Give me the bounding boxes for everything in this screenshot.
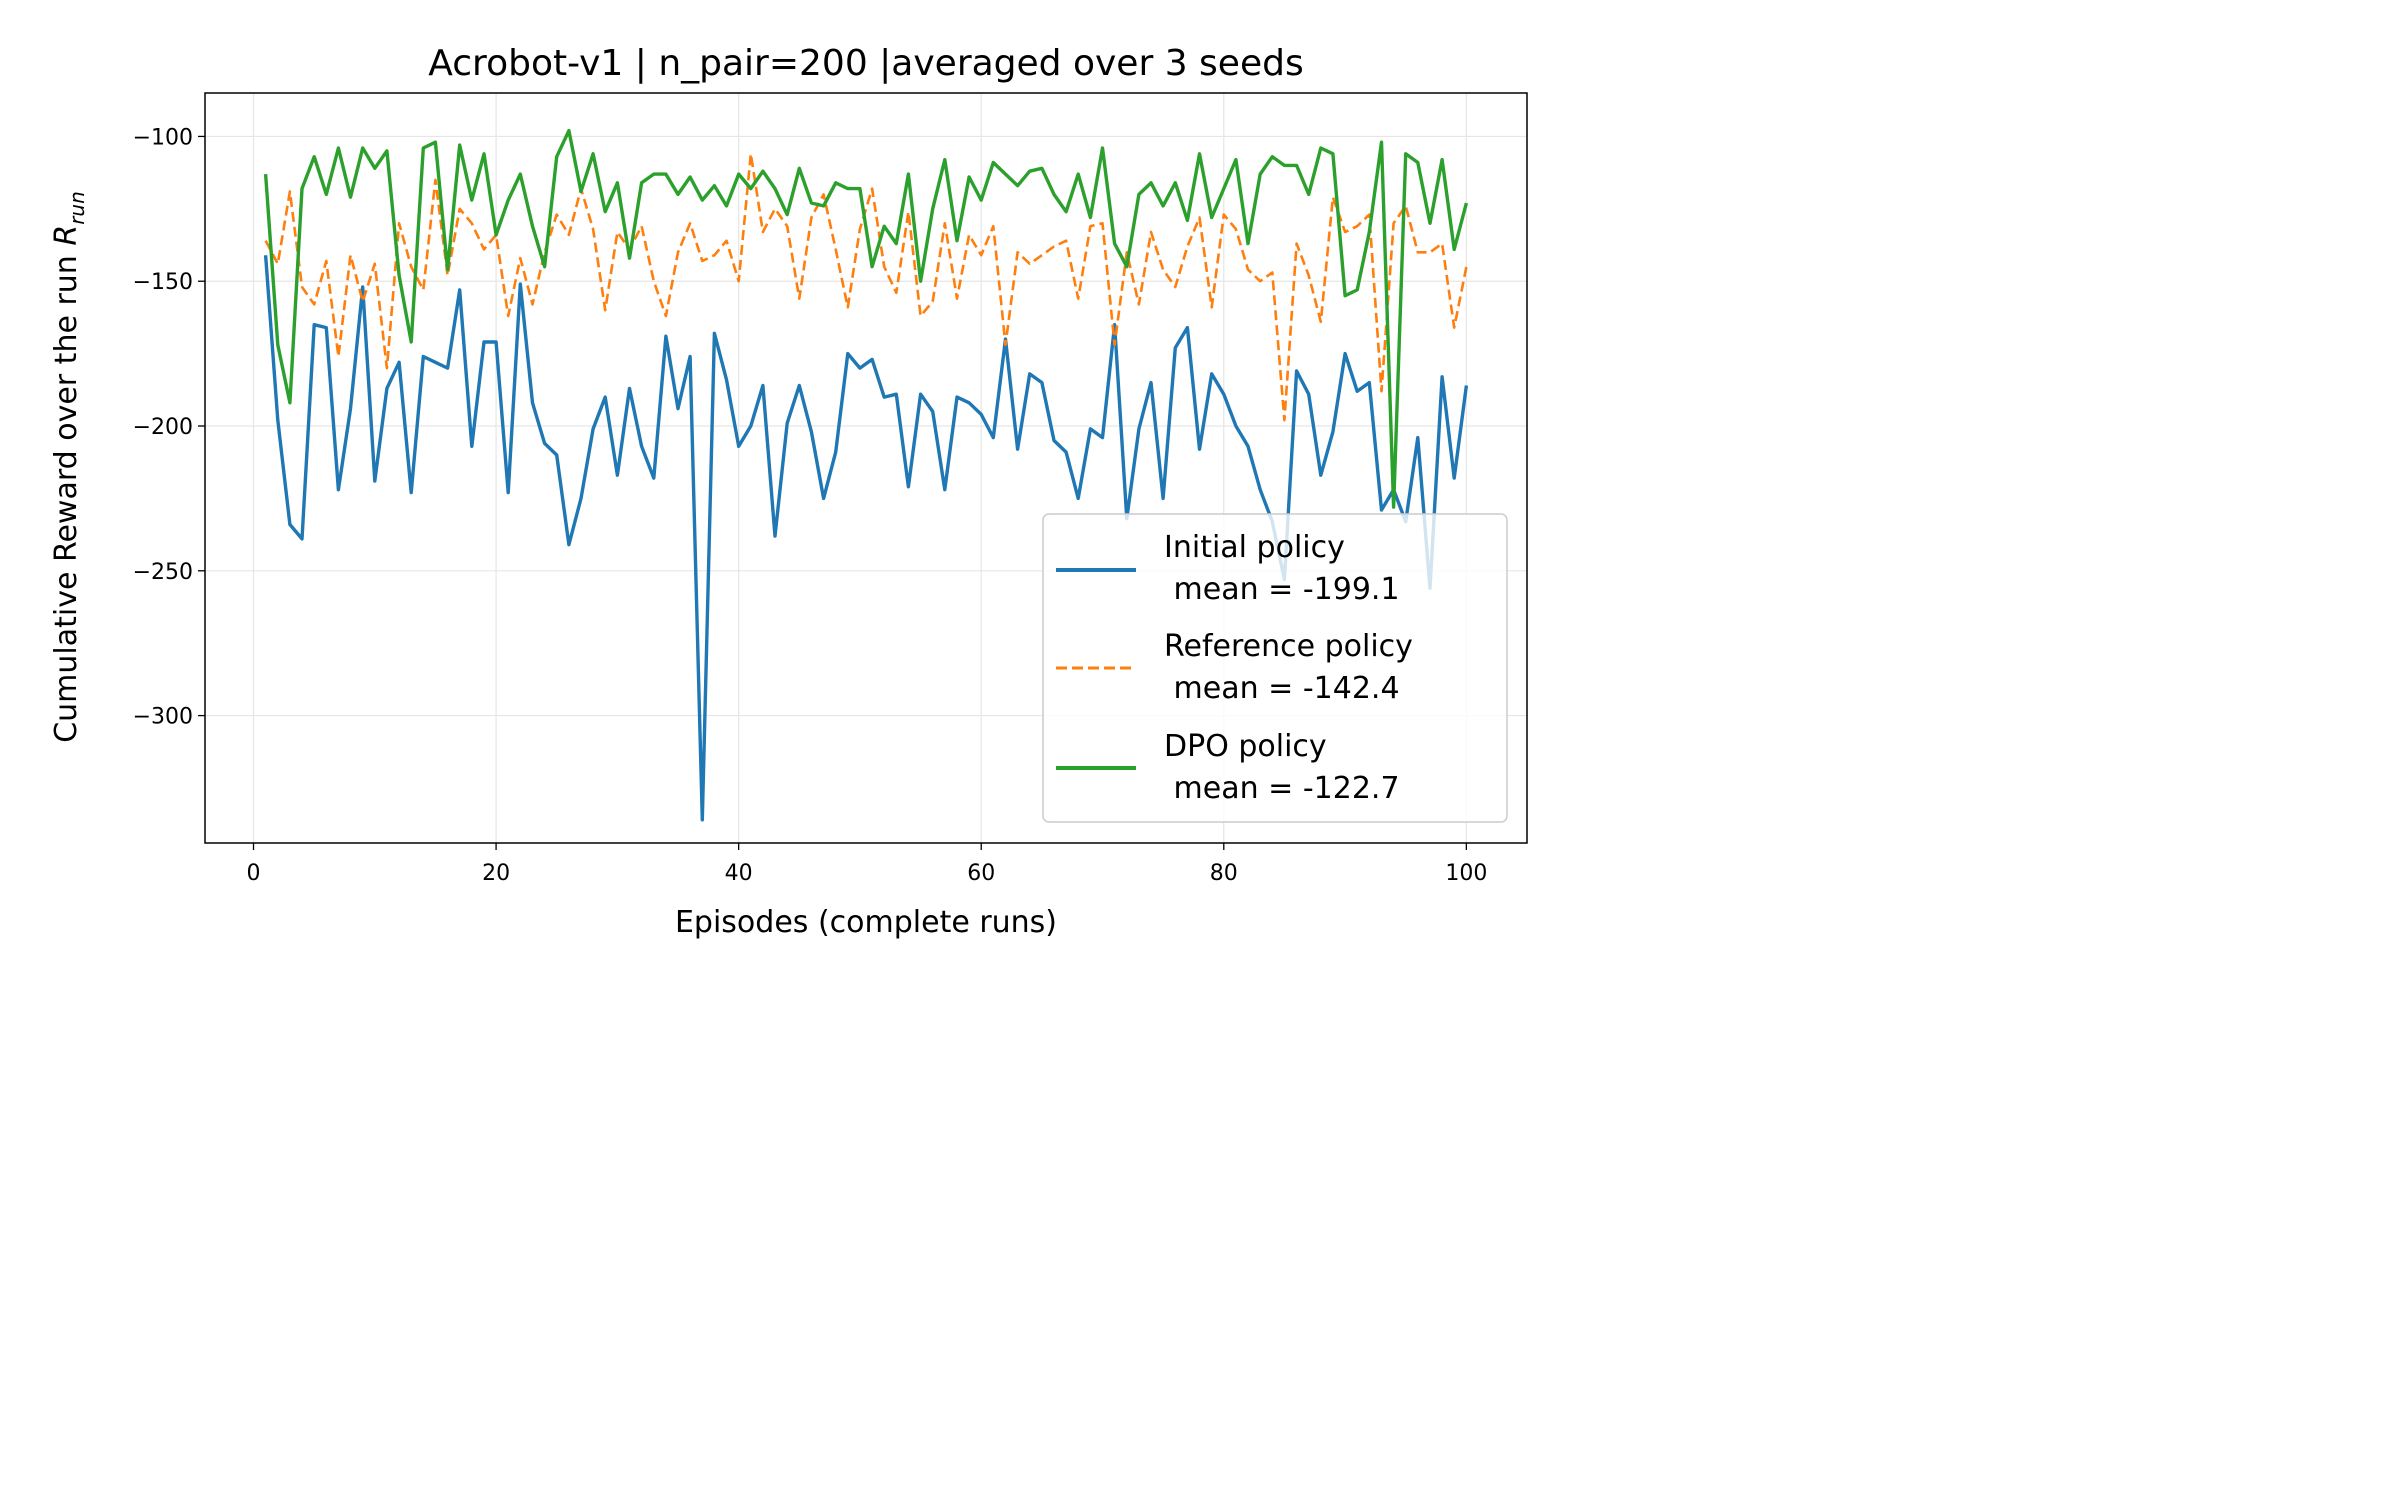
- x-tick-label: 80: [1210, 861, 1238, 886]
- plot-frame: [204, 92, 1528, 844]
- x-tick-label: 0: [247, 861, 261, 886]
- legend-label-reference-policy: Reference policy mean = -142.4: [1164, 629, 1413, 706]
- y-tick-label: −300: [133, 705, 193, 730]
- y-tick-label: −100: [133, 125, 193, 150]
- legend: Initial policy mean = -199.1 Reference p…: [1042, 513, 1508, 823]
- series-line-dpo-policy: [263, 128, 1469, 509]
- legend-label-dpo-policy-name: DPO policy: [1164, 729, 1327, 764]
- legend-label-initial-policy-mean: mean = -199.1: [1164, 572, 1400, 607]
- y-axis-label-main: Cumulative Reward over the run: [49, 246, 84, 743]
- y-axis-label-subscript: run: [65, 191, 89, 225]
- y-tick-label: −200: [133, 415, 193, 440]
- line-chart: 0 20 40 60 80 100 −100 −150 −200 −250 −300 Acrobot…: [0, 0, 1568, 980]
- y-tick-label: −250: [133, 560, 193, 585]
- chart-title: Acrobot-v1 | n_pair=200 |averaged over 3…: [428, 43, 1303, 84]
- legend-box: [1042, 513, 1508, 823]
- x-tick-label: 60: [967, 861, 995, 886]
- y-axis-label: Cumulative Reward over the run Rrun: [49, 191, 89, 743]
- x-axis-label: Episodes (complete runs): [675, 905, 1057, 940]
- legend-label-reference-policy-name: Reference policy: [1164, 629, 1413, 664]
- series-line-initial-policy: [263, 255, 1469, 822]
- chart-background: [0, 0, 1568, 980]
- axis-ticks: 0 20 40 60 80 100 −100 −150 −200 −250 −300: [133, 125, 1488, 886]
- x-tick-label: 40: [725, 861, 753, 886]
- legend-label-reference-policy-mean: mean = -142.4: [1164, 671, 1400, 706]
- x-tick-label: 100: [1445, 861, 1487, 886]
- legend-label-initial-policy: Initial policy mean = -199.1: [1164, 530, 1400, 607]
- legend-label-dpo-policy-mean: mean = -122.7: [1164, 771, 1400, 806]
- data-series: [263, 128, 1469, 822]
- legend-label-initial-policy-name: Initial policy: [1164, 530, 1345, 565]
- legend-label-dpo-policy: DPO policy mean = -122.7: [1164, 729, 1400, 806]
- y-axis-label-symbol: R: [49, 225, 84, 246]
- x-tick-label: 20: [482, 861, 510, 886]
- y-tick-label: −150: [133, 270, 193, 295]
